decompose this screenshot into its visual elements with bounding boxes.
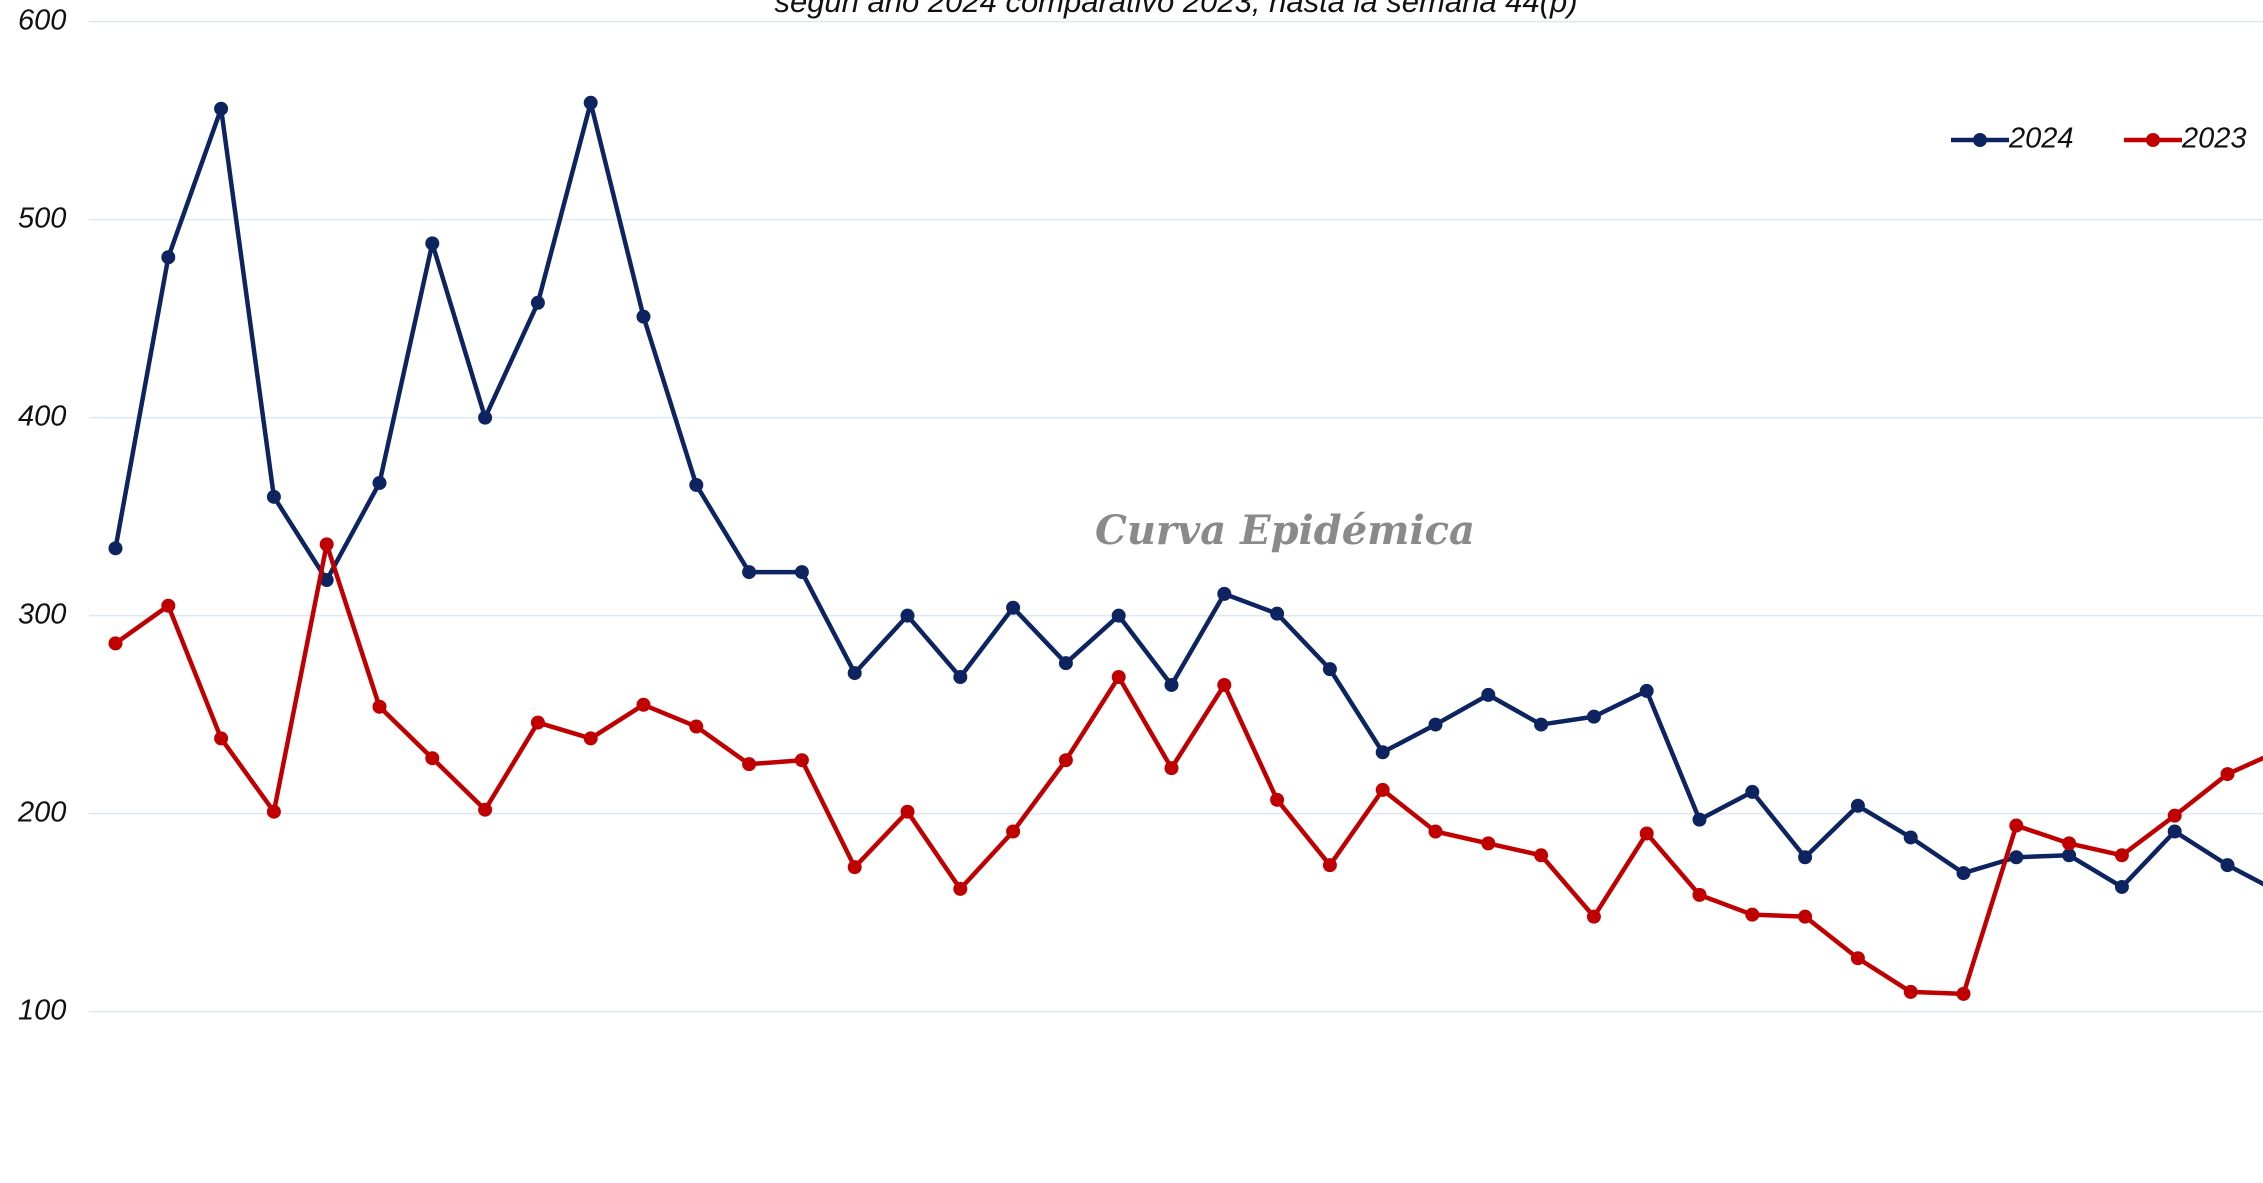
data-point — [1428, 717, 1443, 732]
data-point — [847, 666, 862, 681]
data-point — [2009, 818, 2024, 833]
legend-marker — [1973, 133, 1987, 147]
data-point — [2062, 836, 2077, 851]
data-point — [214, 731, 229, 746]
y-tick-label: 500 — [18, 202, 66, 234]
y-tick-label: 300 — [18, 598, 66, 630]
data-point — [2167, 824, 2182, 839]
data-point — [1692, 887, 1707, 902]
data-point — [794, 565, 809, 580]
data-point — [1903, 830, 1918, 845]
data-point — [266, 804, 281, 819]
data-point — [1745, 907, 1760, 922]
data-point — [1534, 848, 1549, 863]
data-point — [1428, 824, 1443, 839]
data-point — [742, 757, 757, 772]
chart-title: según año 2024 comparativo 2023, hasta l… — [774, 0, 1577, 19]
watermark: Curva Epidémica — [1095, 507, 1475, 554]
y-tick-label: 600 — [18, 4, 66, 36]
data-point — [583, 95, 598, 110]
data-point — [1006, 600, 1021, 615]
y-tick-label: 200 — [17, 796, 66, 828]
data-point — [2114, 848, 2129, 863]
data-point — [1956, 866, 1971, 881]
data-point — [636, 697, 651, 712]
data-point — [2220, 858, 2235, 873]
data-point — [1375, 745, 1390, 760]
data-point — [1534, 717, 1549, 732]
data-point — [1217, 677, 1232, 692]
data-point — [1798, 850, 1813, 865]
data-point — [1058, 656, 1073, 671]
data-point — [1111, 670, 1126, 685]
data-point — [1270, 606, 1285, 621]
data-point — [372, 475, 387, 490]
series-line — [113, 100, 2263, 890]
data-point — [1903, 984, 1918, 999]
data-point — [1270, 792, 1285, 807]
data-point — [847, 860, 862, 875]
data-point — [161, 598, 176, 613]
y-tick-label: 100 — [18, 994, 66, 1026]
data-point — [1006, 824, 1021, 839]
series-line — [114, 542, 2263, 997]
data-point — [1322, 662, 1337, 677]
data-point — [530, 295, 545, 310]
legend-label: 2023 — [2181, 123, 2247, 155]
data-point — [2114, 879, 2129, 894]
data-point — [1745, 784, 1760, 799]
legend-marker — [2146, 133, 2160, 147]
data-point — [108, 636, 123, 651]
data-point — [1322, 858, 1337, 873]
data-point — [953, 670, 968, 685]
y-tick-label: 400 — [18, 400, 66, 432]
data-point — [1164, 677, 1179, 692]
data-point — [1481, 836, 1496, 851]
data-point — [689, 477, 704, 492]
data-point — [1692, 812, 1707, 827]
data-point — [689, 719, 704, 734]
data-point — [530, 715, 545, 730]
data-point — [1164, 761, 1179, 776]
data-point — [2220, 767, 2235, 782]
data-point — [1586, 909, 1601, 924]
data-point — [1217, 586, 1232, 601]
data-point — [636, 309, 651, 324]
data-point — [425, 751, 440, 766]
data-point — [1058, 753, 1073, 768]
data-point — [953, 881, 968, 896]
data-point — [1375, 782, 1390, 797]
data-point — [2167, 808, 2182, 823]
data-point — [1639, 683, 1654, 698]
data-point — [900, 608, 915, 623]
data-point — [794, 753, 809, 768]
data-point — [583, 731, 598, 746]
data-point — [1481, 687, 1496, 702]
data-point — [214, 101, 229, 116]
data-point — [478, 802, 493, 817]
data-point — [372, 699, 387, 714]
data-point — [1850, 951, 1865, 966]
data-point — [266, 489, 281, 504]
data-point — [742, 565, 757, 580]
data-point — [1798, 909, 1813, 924]
data-point — [1111, 608, 1126, 623]
data-point — [108, 541, 123, 556]
data-point — [900, 804, 915, 819]
data-point — [2009, 850, 2024, 865]
data-point — [1586, 709, 1601, 724]
data-point — [319, 537, 334, 552]
data-point — [1850, 798, 1865, 813]
legend-label: 2024 — [2008, 123, 2074, 155]
data-point — [319, 573, 334, 588]
data-point — [1639, 826, 1654, 841]
data-point — [1956, 986, 1971, 1001]
data-point — [425, 236, 440, 251]
data-point — [2062, 848, 2077, 863]
data-point — [478, 410, 493, 425]
data-point — [161, 250, 176, 265]
